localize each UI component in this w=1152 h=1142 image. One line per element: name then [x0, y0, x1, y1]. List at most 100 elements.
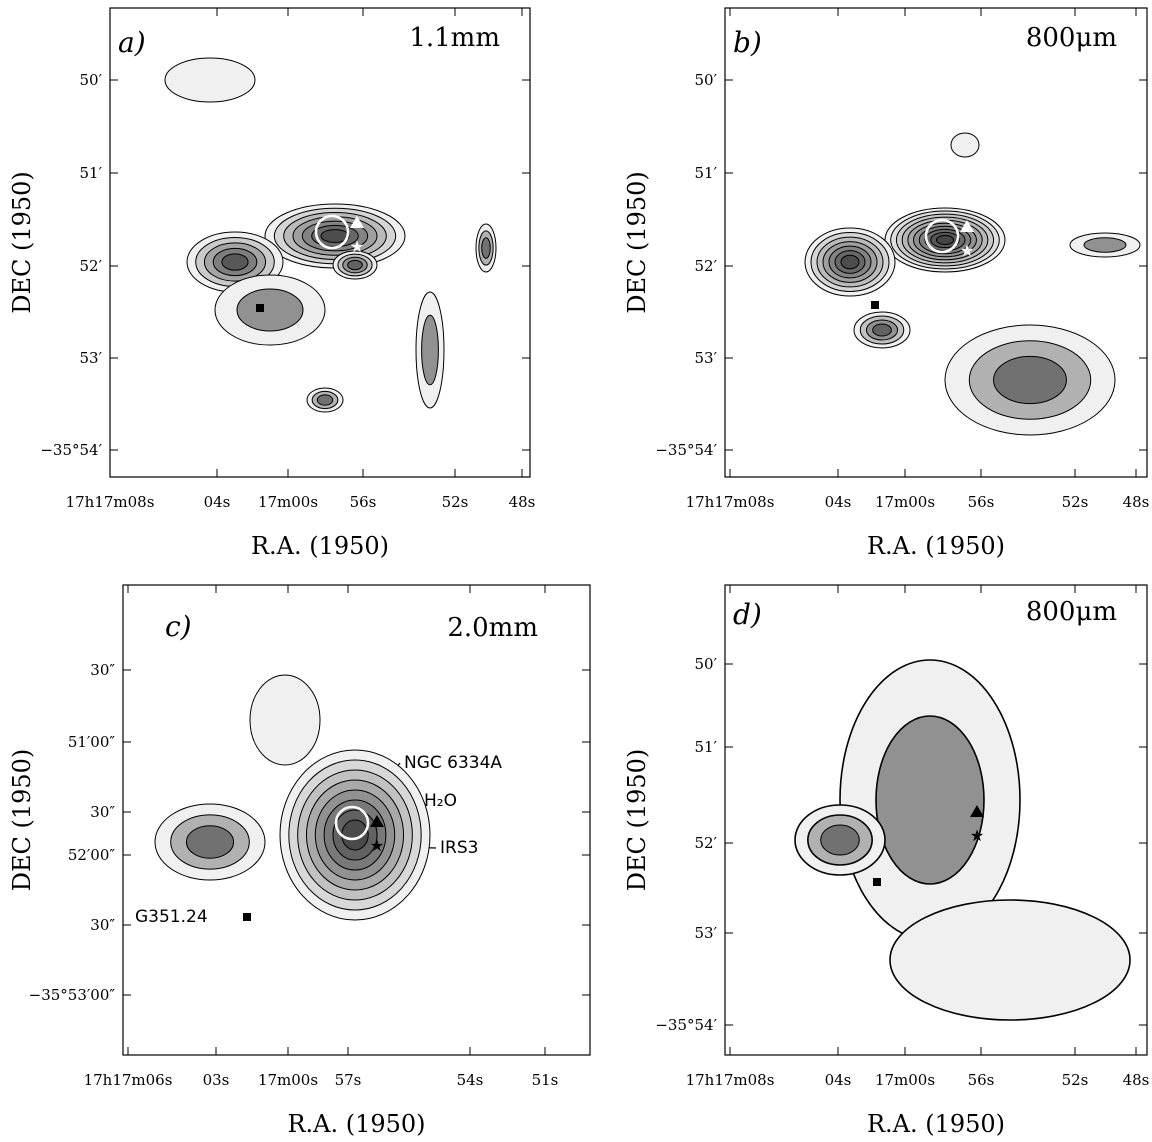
annotation: IRS3 — [440, 838, 478, 858]
x-tick-label: 17h17m06s — [84, 1071, 173, 1089]
contour — [320, 229, 350, 243]
source-circle — [314, 214, 350, 250]
y-axis-label: DEC (1950) — [623, 171, 651, 314]
g351-marker — [256, 304, 264, 312]
plot-frame — [724, 7, 1148, 478]
x-tick-label: 17m00s — [258, 493, 318, 511]
x-tick-label: 54s — [457, 1071, 484, 1089]
panel-label: a) — [118, 26, 146, 59]
panel: ★ 17h17m08s 04s 17m00s 56s 52s 48s 50′ 51′ 52′ 53′… — [623, 584, 1150, 1138]
contour — [236, 288, 304, 332]
y-tick-label: 52′ — [695, 834, 718, 852]
y-tick-label: 51′ — [695, 738, 718, 756]
panel-label: c) — [165, 610, 192, 643]
x-tick-label: 48s — [1123, 1071, 1150, 1089]
contour — [347, 259, 363, 271]
panel-label: d) — [733, 598, 762, 631]
g351-marker — [871, 301, 879, 309]
panel-label: b) — [733, 26, 762, 59]
y-tick-label: 50′ — [80, 71, 103, 89]
irs3-marker: ★ — [370, 836, 384, 855]
x-tick-label: 56s — [968, 1071, 995, 1089]
h2o-marker — [350, 216, 364, 228]
y-tick-label: 50′ — [695, 71, 718, 89]
x-tick-label: 57s — [335, 1071, 362, 1089]
annotation: G351.24 — [135, 907, 208, 927]
y-axis-label: DEC (1950) — [8, 171, 36, 314]
contour — [185, 825, 235, 859]
contour — [221, 253, 249, 271]
g351-marker — [873, 878, 881, 886]
contour — [840, 254, 860, 270]
contour — [875, 715, 985, 885]
y-tick-label: 51′ — [80, 164, 103, 182]
x-tick-label: 52s — [1062, 1071, 1089, 1089]
x-tick-label: 52s — [442, 493, 469, 511]
h2o-marker — [970, 805, 984, 817]
contour — [481, 237, 491, 259]
x-tick-label: 04s — [204, 493, 231, 511]
y-tick-label: 51′ — [695, 164, 718, 182]
y-tick-label: 30″ — [90, 916, 115, 934]
irs3-marker: ★ — [970, 826, 984, 845]
y-axis-label: DEC (1950) — [623, 749, 651, 892]
x-tick-label: 17h17m08s — [66, 493, 155, 511]
x-tick-label: 03s — [203, 1071, 230, 1089]
x-tick-label: 04s — [825, 493, 852, 511]
y-tick-label: 30″ — [90, 803, 115, 821]
x-axis-label: R.A. (1950) — [287, 1110, 425, 1138]
band-label: 800μm — [1026, 597, 1117, 627]
x-axis-label: R.A. (1950) — [867, 1110, 1005, 1138]
annotation: NGC 6334A — [404, 753, 502, 773]
contour — [889, 899, 1131, 1021]
x-tick-label: 04s — [825, 1071, 852, 1089]
x-tick-label: 56s — [968, 493, 995, 511]
contour — [993, 355, 1067, 405]
y-tick-label: −35°54′ — [655, 1016, 717, 1034]
contour — [820, 824, 860, 856]
plot-frame — [724, 584, 1148, 1056]
x-tick-label: 51s — [532, 1071, 559, 1089]
x-axis-label: R.A. (1950) — [867, 532, 1005, 560]
contour — [935, 234, 955, 246]
y-tick-label: 53′ — [695, 924, 718, 942]
panel: ★ 17h17m06s 03s 17m00s 57s 54s 51s 30″ 51′00″ 30″… — [8, 584, 591, 1138]
contour — [872, 323, 892, 337]
x-tick-label: 52s — [1062, 493, 1089, 511]
y-tick-label: 53′ — [80, 349, 103, 367]
irs3-marker: ★ — [960, 241, 974, 260]
x-tick-label: 48s — [509, 493, 536, 511]
panel: ★ 17h17m08s 04s 17m00s 56s 52s 48s 50′ 51′ 52′ 53′… — [623, 7, 1150, 560]
y-tick-label: −35°53′00″ — [29, 986, 116, 1004]
x-tick-label: 17m00s — [875, 493, 935, 511]
band-label: 800μm — [1026, 23, 1117, 53]
h2o-marker — [960, 220, 974, 232]
x-tick-label: 17h17m08s — [686, 493, 775, 511]
irs3-marker: ★ — [350, 237, 364, 256]
contour — [1083, 237, 1127, 253]
contour — [950, 132, 980, 158]
h2o-marker — [370, 815, 384, 827]
band-label: 1.1mm — [409, 23, 500, 53]
contour — [421, 314, 439, 386]
panel: ★ 17h17m08s 04s 17m00s 56s 52s 48s 50′ 51′ 52′ 53′… — [8, 7, 536, 560]
annotation: H₂O — [424, 791, 457, 811]
contour — [316, 394, 334, 406]
g351-marker — [243, 913, 251, 921]
y-tick-label: −35°54′ — [655, 441, 717, 459]
x-tick-label: 48s — [1123, 493, 1150, 511]
contour — [164, 57, 256, 103]
x-axis-label: R.A. (1950) — [251, 532, 389, 560]
source-circle — [334, 805, 370, 841]
source-circle — [924, 218, 960, 254]
y-tick-label: 52′ — [80, 257, 103, 275]
band-label: 2.0mm — [447, 613, 538, 643]
x-tick-label: 17h17m08s — [686, 1071, 775, 1089]
x-tick-label: 56s — [350, 493, 377, 511]
y-tick-label: −35°54′ — [40, 441, 102, 459]
y-axis-label: DEC (1950) — [8, 749, 36, 892]
y-tick-label: 50′ — [695, 655, 718, 673]
plot-frame — [122, 584, 591, 1056]
y-tick-label: 52′ — [695, 257, 718, 275]
